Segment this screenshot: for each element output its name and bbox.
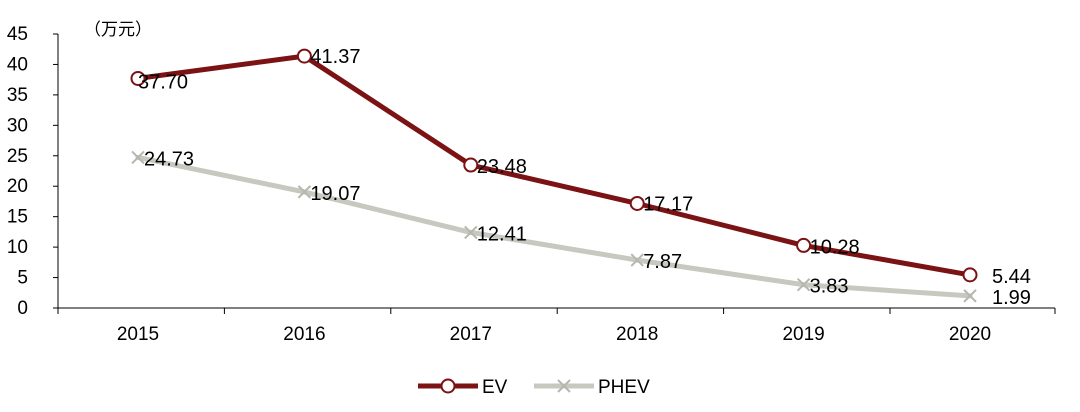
y-tick-label: 35 bbox=[7, 85, 28, 106]
x-tick-label: 2020 bbox=[949, 324, 991, 345]
unit-label: （万元） bbox=[84, 20, 152, 40]
y-tick-label: 15 bbox=[7, 207, 28, 228]
legend: EV PHEV bbox=[418, 377, 650, 398]
y-tick-label: 25 bbox=[7, 146, 28, 167]
data-label-ev: 10.28 bbox=[810, 236, 860, 258]
data-label-phev: 12.41 bbox=[477, 223, 527, 245]
x-marker-stroke bbox=[464, 225, 478, 240]
x-tick-label: 2019 bbox=[782, 324, 824, 345]
data-point-ev bbox=[463, 157, 479, 173]
legend-label-ev: EV bbox=[482, 377, 508, 398]
data-label-phev: 24.73 bbox=[144, 148, 194, 170]
x-marker-stroke bbox=[297, 185, 312, 199]
legend-marker-phev bbox=[557, 379, 571, 393]
data-point-ev bbox=[130, 70, 146, 86]
y-tick-label: 30 bbox=[7, 115, 28, 136]
y-tick-label: 40 bbox=[7, 54, 28, 75]
y-tick-label: 45 bbox=[7, 24, 28, 45]
y-tick-label: 5 bbox=[17, 268, 28, 289]
series-markers bbox=[130, 48, 978, 303]
legend-label-phev: PHEV bbox=[598, 377, 650, 398]
series-line-phev bbox=[135, 154, 973, 299]
data-label-phev: 7.87 bbox=[643, 251, 682, 273]
x-tick-label: 2015 bbox=[117, 324, 159, 345]
x-tick-label: 2017 bbox=[450, 324, 492, 345]
data-label-phev: 1.99 bbox=[992, 287, 1031, 309]
x-tick-label: 2016 bbox=[283, 324, 325, 345]
series-lines bbox=[135, 53, 973, 299]
data-point-ev bbox=[796, 237, 812, 253]
series-line-ev bbox=[135, 53, 973, 278]
y-tick-label: 20 bbox=[7, 176, 28, 197]
data-label-phev: 19.07 bbox=[310, 183, 360, 205]
x-marker-stroke bbox=[796, 277, 811, 292]
x-marker-stroke bbox=[630, 253, 644, 267]
data-point-phev bbox=[464, 225, 478, 240]
data-label-ev: 5.44 bbox=[992, 266, 1031, 288]
data-point-ev bbox=[962, 267, 978, 283]
data-label-ev: 23.48 bbox=[477, 156, 527, 178]
x-tick-label: 2018 bbox=[616, 324, 658, 345]
data-point-phev bbox=[131, 150, 145, 165]
x-marker-stroke bbox=[963, 289, 977, 303]
axes: 0 5 10 15 20 25 30 35 40 45 2015 2016 2017 2018 2019 20… bbox=[7, 24, 1056, 345]
data-point-phev bbox=[963, 289, 977, 303]
data-label-ev: 41.37 bbox=[310, 46, 360, 68]
data-point-phev bbox=[630, 253, 644, 267]
data-label-ev: 37.70 bbox=[138, 71, 188, 93]
data-point-phev bbox=[297, 185, 312, 199]
data-point-ev bbox=[629, 195, 645, 211]
y-tick-label: 10 bbox=[7, 237, 28, 258]
y-tick-label: 0 bbox=[17, 298, 28, 319]
x-marker-stroke bbox=[557, 379, 571, 393]
data-labels: 24.73 19.07 12.41 7.87 3.83 1.99 37.70 41.37 23.… bbox=[138, 46, 1031, 309]
data-point-ev bbox=[296, 48, 312, 64]
data-label-ev: 17.17 bbox=[643, 193, 693, 215]
data-label-phev: 3.83 bbox=[810, 276, 849, 298]
data-point-phev bbox=[796, 277, 811, 292]
x-marker-stroke bbox=[131, 150, 145, 165]
legend-marker-ev bbox=[440, 378, 456, 394]
